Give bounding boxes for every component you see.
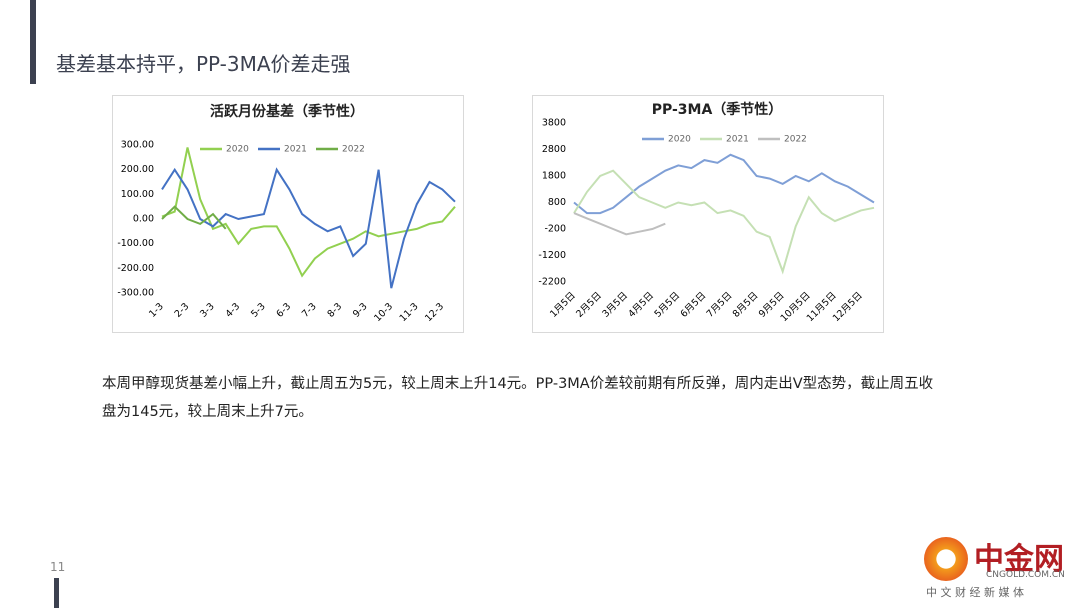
y-tick-label: -200.00 — [117, 263, 154, 274]
x-tick-label: 11-3 — [398, 301, 421, 324]
chart-frame — [532, 95, 884, 333]
logo-domain: CNGOLD.COM.CN — [986, 570, 1065, 580]
series-line — [573, 212, 666, 236]
legend-label: 2022 — [784, 135, 807, 145]
y-tick-label: -100.00 — [117, 238, 154, 249]
x-tick-label: 7-3 — [300, 301, 319, 320]
page-number: 11 — [50, 560, 66, 574]
x-tick-label: 4-3 — [224, 301, 243, 320]
y-tick-label: 200.00 — [121, 164, 154, 175]
legend-label: 2021 — [284, 145, 307, 155]
y-tick-label: 2800 — [542, 144, 566, 155]
series-line — [161, 147, 456, 278]
x-tick-label: 4月5日 — [626, 290, 656, 320]
x-tick-label: 2月5日 — [574, 290, 604, 320]
body-text: 本周甲醇现货基差小幅上升，截止周五为5元，较上周末上升14元。PP-3MA价差较… — [102, 376, 934, 420]
y-tick-label: 300.00 — [121, 140, 154, 151]
accent-bar — [54, 578, 59, 608]
series-line — [161, 167, 456, 289]
y-tick-label: 100.00 — [121, 189, 154, 200]
x-tick-label: 8月5日 — [731, 290, 761, 320]
x-tick-label: 5-3 — [249, 301, 268, 320]
x-tick-label: 1月5日 — [548, 290, 578, 320]
logo-icon — [924, 537, 968, 581]
x-tick-label: 5月5日 — [652, 290, 682, 320]
x-tick-label: 9-3 — [351, 301, 370, 320]
y-tick-label: -2200 — [538, 277, 566, 288]
legend-label: 2021 — [726, 135, 749, 145]
logo-slogan: 中 文 财 经 新 媒 体 — [926, 586, 1024, 599]
x-tick-label: 1-3 — [147, 301, 166, 320]
series-line — [161, 205, 227, 230]
x-tick-label: 3月5日 — [600, 290, 630, 320]
y-tick-label: 1800 — [542, 171, 566, 182]
x-tick-label: 8-3 — [325, 301, 344, 320]
x-tick-label: 12-3 — [423, 301, 446, 324]
chart-frame — [112, 95, 464, 333]
series-line — [573, 153, 875, 215]
slide-title: 基差基本持平，PP-3MA价差走强 — [56, 52, 351, 76]
y-tick-label: -1200 — [538, 250, 566, 261]
x-tick-label: 7月5日 — [705, 290, 735, 320]
x-tick-label: 10-3 — [372, 301, 395, 324]
legend-label: 2020 — [226, 145, 249, 155]
series-line — [573, 169, 875, 275]
accent-bar — [30, 0, 36, 84]
x-tick-label: 6月5日 — [679, 290, 709, 320]
y-tick-label: 800 — [548, 197, 566, 208]
y-tick-label: 3800 — [542, 118, 566, 129]
legend-label: 2020 — [668, 135, 691, 145]
y-tick-label: 0.00 — [133, 214, 154, 225]
y-tick-label: -300.00 — [117, 288, 154, 299]
x-tick-label: 3-3 — [198, 301, 217, 320]
x-tick-label: 2-3 — [173, 301, 192, 320]
x-tick-label: 6-3 — [275, 301, 294, 320]
chart-title: 活跃月份基差（季节性） — [210, 103, 364, 120]
legend-label: 2022 — [342, 145, 365, 155]
y-tick-label: -200 — [544, 224, 566, 235]
logo-name: 中金网 — [974, 542, 1064, 577]
chart-title: PP-3MA（季节性） — [652, 101, 783, 118]
